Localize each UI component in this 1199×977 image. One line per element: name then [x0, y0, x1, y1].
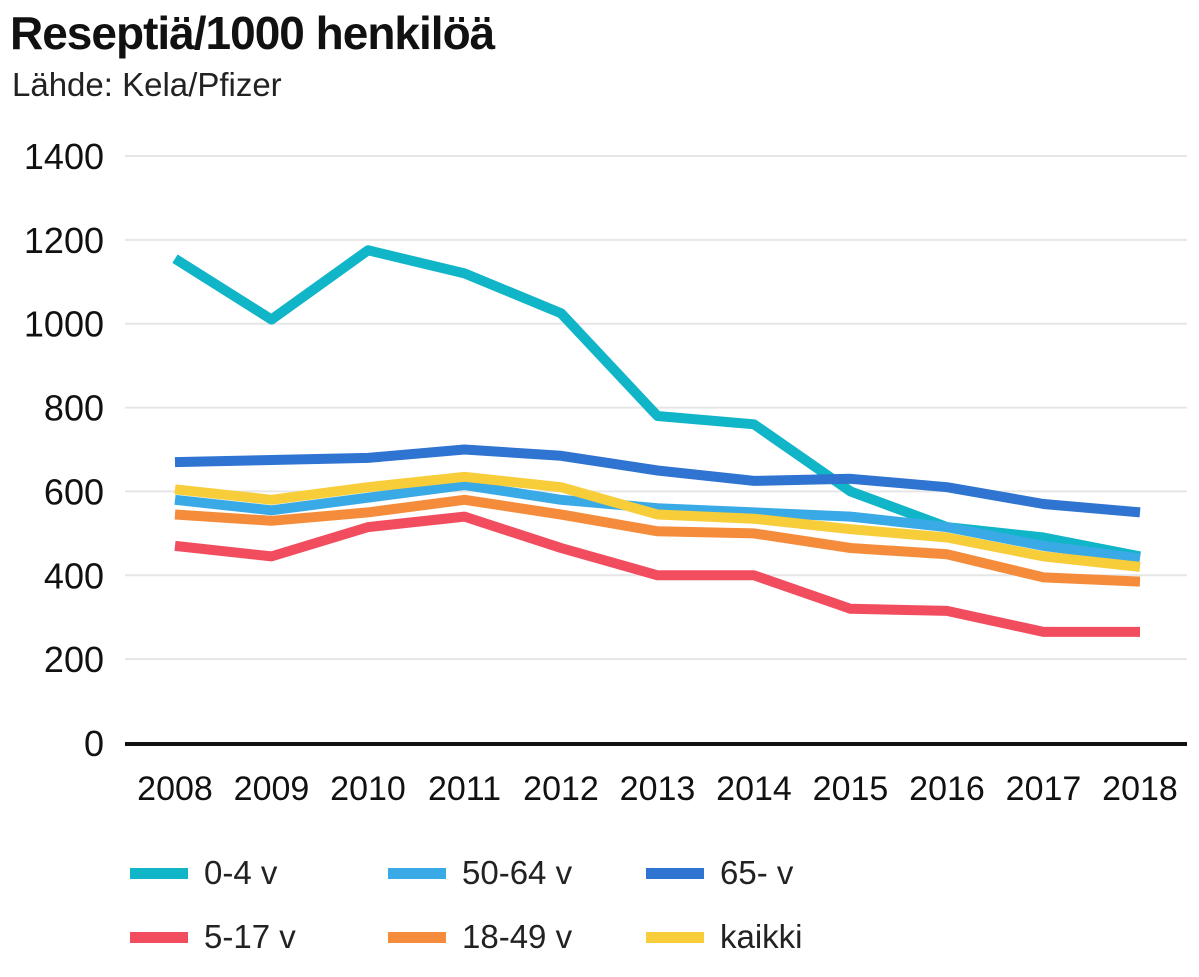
- y-tick-label: 0: [84, 723, 104, 764]
- legend-swatch: [646, 867, 704, 879]
- y-tick-label: 600: [44, 471, 104, 512]
- legend-label: 5-17 v: [204, 918, 296, 955]
- chart-title: Reseptiä/1000 henkilöä: [10, 7, 495, 59]
- x-tick-label: 2008: [137, 770, 213, 808]
- legend-swatch: [646, 931, 704, 943]
- legend-swatch: [388, 931, 446, 943]
- legend-label: 18-49 v: [462, 918, 573, 955]
- legend-label: kaikki: [720, 918, 803, 955]
- legend-item: 18-49 v: [388, 912, 646, 962]
- series-line-kaikki: [174, 471, 1141, 572]
- x-tick-label: 2014: [716, 770, 792, 808]
- x-tick-label: 2013: [620, 770, 696, 808]
- chart-subtitle: Lähde: Kela/Pfizer: [12, 66, 282, 103]
- x-tick-label: 2009: [234, 770, 310, 808]
- gridlines: [125, 155, 1187, 661]
- series-lines: [172, 245, 1141, 637]
- x-tick-label: 2017: [1006, 770, 1082, 808]
- legend-item: 65- v: [646, 848, 886, 898]
- legend-item: kaikki: [646, 912, 886, 962]
- x-tick-label: 2011: [428, 770, 501, 808]
- series-line-5-17-v: [174, 511, 1140, 637]
- legend-label: 50-64 v: [462, 854, 573, 891]
- legend-label: 0-4 v: [204, 854, 278, 891]
- legend-item: 0-4 v: [130, 848, 388, 898]
- x-tick-label: 2015: [813, 770, 889, 808]
- legend-swatch: [388, 867, 446, 879]
- legend: 0-4 v 50-64 v 65- v 5-17 v 18-49 v kaikki: [130, 848, 890, 976]
- series-line-65-v: [174, 444, 1141, 518]
- series-line-50-64-v: [174, 480, 1141, 564]
- y-tick-label: 1400: [24, 136, 104, 177]
- y-tick-label: 200: [44, 639, 104, 680]
- x-tick-label: 2010: [330, 770, 406, 808]
- y-tick-label: 1000: [24, 304, 104, 345]
- legend-label: 65- v: [720, 854, 794, 891]
- y-tick-label: 400: [44, 555, 104, 596]
- legend-swatch: [130, 867, 188, 879]
- y-tick-label: 800: [44, 388, 104, 429]
- series-line-18-49-v: [174, 494, 1141, 587]
- legend-swatch: [130, 931, 188, 943]
- legend-item: 50-64 v: [388, 848, 646, 898]
- y-tick-label: 1200: [24, 220, 104, 261]
- x-tick-label: 2012: [523, 770, 599, 808]
- x-tick-label: 2016: [909, 770, 985, 808]
- legend-item: 5-17 v: [130, 912, 388, 962]
- x-tick-label: 2018: [1102, 770, 1178, 808]
- x-axis-tick-labels: 2008 2009 2010 2011 2012 2013 2014 2015 2016 2017…: [137, 770, 1178, 808]
- y-axis-tick-labels: 0 200 400 600 800 1000 1200 1400: [24, 136, 104, 764]
